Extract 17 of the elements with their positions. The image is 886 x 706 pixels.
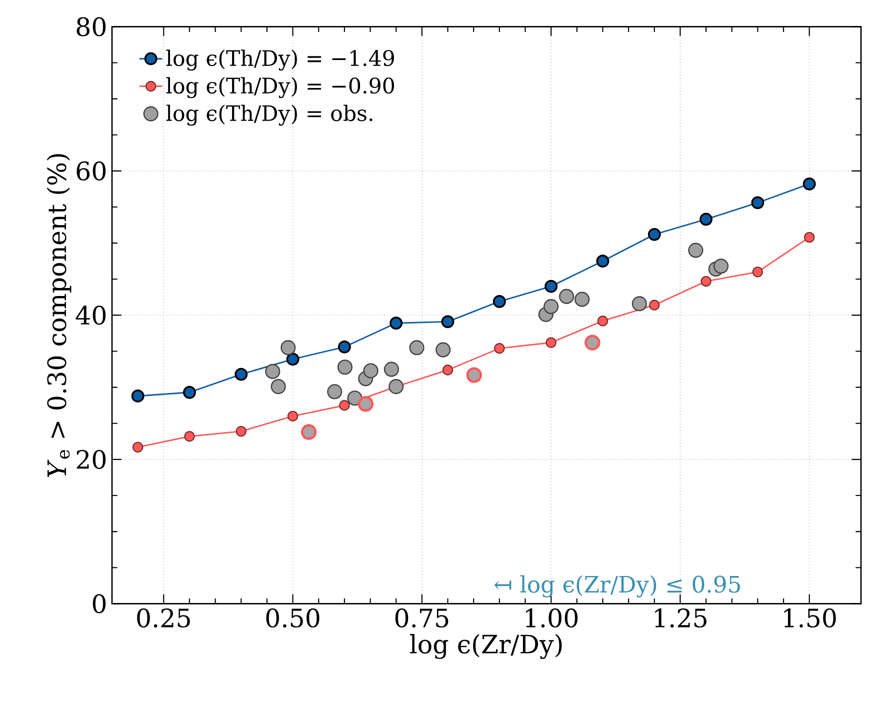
x-tick-label: 0.75	[395, 608, 448, 628]
legend-label: log ϵ(Th/Dy) = obs.	[166, 104, 372, 126]
x-tick-label: 0.50	[266, 608, 320, 628]
x-tick-label: 0.25	[137, 608, 190, 628]
annotation: ↤ log ϵ(Zr/Dy) ≤ 0.95	[494, 575, 740, 598]
legend-label: log ϵ(Th/Dy) = −1.49	[166, 50, 394, 71]
y-tick-label: 40	[76, 306, 106, 325]
legend-label: log ϵ(Th/Dy) = −0.90	[166, 77, 394, 98]
y-tick-label: 0	[92, 594, 106, 614]
x-tick-label: 1.50	[784, 608, 836, 628]
x-tick-label: 1.00	[526, 608, 578, 628]
y-axis-title: Y$_{e}$ > 0.30 component (%)	[46, 154, 72, 478]
y-tick-label: 20	[76, 450, 106, 470]
x-tick-label: 1.25	[655, 608, 706, 628]
x-axis-title: log ϵ(Zr/Dy)	[410, 634, 562, 659]
y-tick-label: 80	[76, 17, 106, 36]
y-tick-label: 60	[76, 161, 106, 181]
